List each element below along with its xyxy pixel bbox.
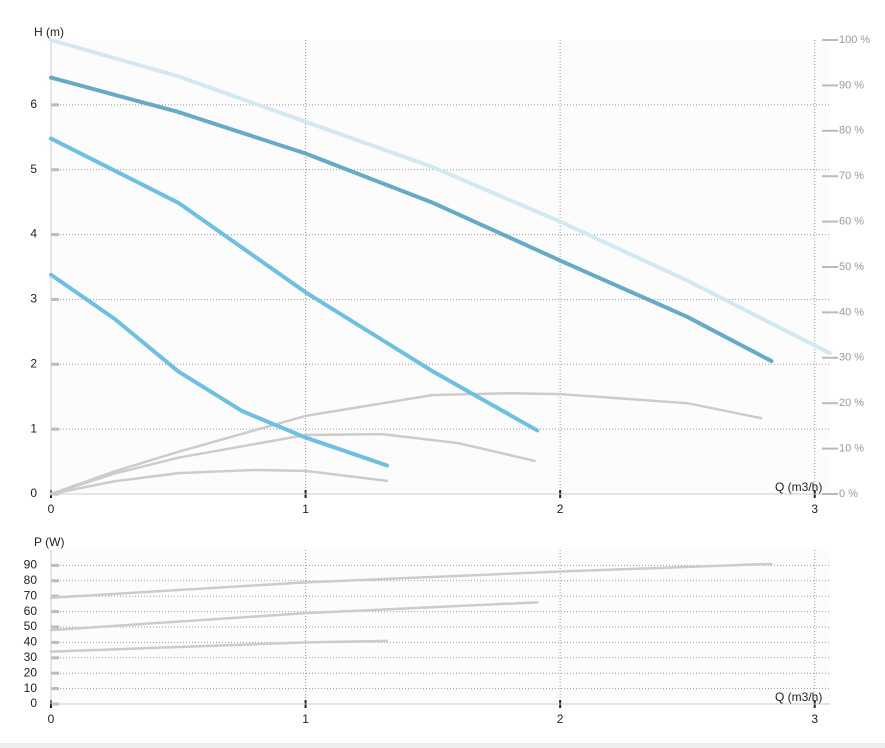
series-line (49, 272, 390, 468)
y2-tick-label: 40 % (839, 306, 864, 318)
series-line (49, 38, 832, 356)
y2-tick-label: 20 % (839, 397, 864, 409)
y2-tick-label: 90 % (839, 79, 864, 91)
y-tick-label: 10 (24, 681, 38, 695)
series-line (49, 75, 774, 364)
y2-tick-label: 30 % (839, 352, 864, 364)
x-axis-label: Q (m3/h) (775, 480, 822, 494)
x-tick-label: 0 (48, 502, 55, 516)
y-tick-label: 30 (24, 650, 38, 664)
y-tick-label: 20 (24, 665, 38, 679)
y2-tick-label: 10 % (839, 443, 864, 455)
y-axis-label: P (W) (34, 535, 64, 549)
x-tick-label: 3 (811, 502, 818, 516)
y-tick-label: 80 (24, 573, 38, 587)
plot-area (51, 550, 830, 704)
x-tick-label: 2 (557, 712, 564, 726)
series-line (49, 136, 540, 433)
y-tick-label: 2 (30, 356, 37, 370)
x-tick-label: 0 (48, 712, 55, 726)
y-tick-label: 1 (30, 421, 37, 435)
y2-tick-label: 0 % (839, 488, 858, 500)
x-tick-label: 3 (811, 712, 818, 726)
series-line (49, 391, 763, 496)
footer-bar (0, 743, 885, 748)
y-tick-label: 3 (30, 292, 37, 306)
plot-area (51, 40, 830, 494)
y-tick-label: 6 (30, 97, 37, 111)
series-line (49, 601, 539, 632)
x-tick-label: 2 (557, 502, 564, 516)
x-tick-label: 1 (302, 712, 309, 726)
y2-tick-label: 50 % (839, 261, 864, 273)
y-tick-label: 90 (24, 558, 38, 572)
x-axis-label: Q (m3/h) (775, 690, 822, 704)
y2-tick-label: 100 % (839, 34, 870, 46)
y2-tick-label: 60 % (839, 216, 864, 228)
y2-tick-label: 70 % (839, 170, 864, 182)
series-line (49, 562, 773, 599)
y-tick-label: 40 (24, 635, 38, 649)
y-tick-label: 50 (24, 619, 38, 633)
y-axis-label: H (m) (34, 25, 64, 39)
series-line (49, 432, 536, 496)
series-line (49, 468, 389, 496)
y-tick-label: 5 (30, 162, 37, 176)
series-line (49, 639, 389, 653)
y-tick-label: 4 (30, 227, 37, 241)
y-tick-label: 0 (30, 486, 37, 500)
y-tick-label: 70 (24, 588, 38, 602)
y-tick-label: 0 (30, 696, 37, 710)
y-tick-label: 60 (24, 604, 38, 618)
y2-tick-label: 80 % (839, 125, 864, 137)
x-tick-label: 1 (302, 502, 309, 516)
